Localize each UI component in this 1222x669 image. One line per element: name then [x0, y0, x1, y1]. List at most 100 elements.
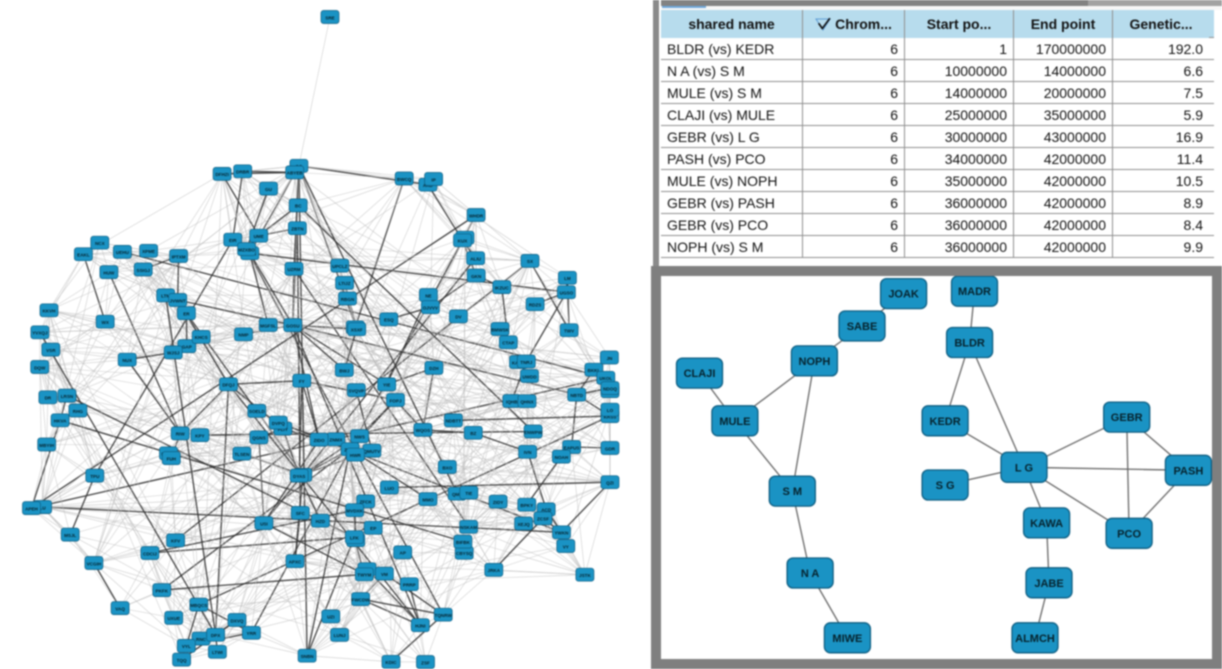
svg-text:VCGIH: VCGIH — [87, 561, 102, 566]
svg-text:NDBTT: NDBTT — [446, 419, 462, 424]
svg-text:EP: EP — [370, 526, 376, 531]
svg-text:ESQ: ESQ — [384, 318, 394, 323]
svg-text:SRE: SRE — [325, 15, 334, 20]
svg-text:APEH: APEH — [25, 506, 38, 511]
svg-text:KAWA: KAWA — [1030, 518, 1063, 530]
svg-text:ZSF: ZSF — [421, 660, 430, 665]
svg-text:YVXQJ: YVXQJ — [32, 331, 48, 336]
svg-text:MBYIH: MBYIH — [39, 443, 54, 448]
svg-text:OJVVV: OJVVV — [423, 306, 439, 311]
svg-text:KPY: KPY — [195, 433, 204, 438]
svg-text:ER: ER — [183, 311, 190, 316]
svg-text:LRSN: LRSN — [61, 394, 74, 399]
svg-text:YIE: YIE — [383, 383, 390, 388]
svg-text:DVPQ: DVPQ — [272, 421, 285, 426]
svg-text:CLAJI: CLAJI — [684, 368, 716, 380]
svg-text:LTWI: LTWI — [212, 650, 223, 655]
svg-text:DZH: DZH — [429, 366, 439, 371]
svg-text:BPKY: BPKY — [520, 503, 533, 508]
svg-text:TPU: TPU — [90, 474, 100, 479]
svg-text:UME: UME — [254, 234, 264, 239]
svg-text:DXVQ: DXVQ — [230, 618, 243, 623]
svg-text:UEHU: UEHU — [116, 250, 130, 255]
svg-text:LO: LO — [607, 408, 614, 413]
svg-text:LUO: LUO — [385, 486, 395, 491]
svg-text:GDR: GDR — [605, 446, 616, 451]
svg-text:PKFK: PKFK — [156, 588, 169, 593]
svg-text:JSTK: JSTK — [579, 573, 591, 578]
svg-text:UWDD: UWDD — [522, 374, 537, 379]
svg-text:GKN: GKN — [471, 274, 482, 279]
svg-text:HUW: HUW — [103, 270, 115, 275]
svg-text:JVWNT: JVWNT — [170, 298, 186, 303]
svg-text:EIR: EIR — [229, 238, 237, 243]
svg-text:MMO: MMO — [422, 497, 434, 502]
svg-text:UZRM: UZRM — [287, 267, 300, 272]
svg-text:KEDR: KEDR — [930, 416, 961, 428]
svg-text:ZIDY: ZIDY — [493, 500, 503, 505]
svg-text:GU: GU — [265, 187, 273, 192]
svg-text:CBYSQ: CBYSQ — [456, 551, 473, 556]
svg-text:JOAK: JOAK — [888, 289, 919, 301]
svg-text:ENWPW: ENWPW — [524, 430, 543, 435]
svg-text:DQW: DQW — [34, 365, 46, 370]
svg-text:GAP: GAP — [182, 344, 192, 349]
svg-text:AP: AP — [400, 551, 406, 556]
svg-text:WQOS: WQOS — [416, 428, 431, 433]
svg-text:XSXF: XSXF — [351, 328, 363, 333]
svg-text:WJSJ: WJSJ — [167, 351, 180, 356]
svg-text:TWV: TWV — [564, 329, 575, 334]
svg-text:GEBR: GEBR — [1111, 412, 1143, 424]
svg-text:VSR: VSR — [46, 348, 56, 353]
svg-text:MGFSL: MGFSL — [260, 323, 276, 328]
svg-text:BMWSK: BMWSK — [491, 327, 510, 332]
svg-text:SX: SX — [527, 259, 534, 264]
svg-text:SVQVP: SVQVP — [348, 388, 364, 393]
svg-text:SSIGJ: SSIGJ — [136, 268, 150, 273]
svg-text:NDOQ: NDOQ — [603, 386, 617, 391]
svg-text:NCX: NCX — [95, 241, 106, 246]
svg-text:N A: N A — [801, 568, 820, 580]
svg-text:CTAP: CTAP — [502, 341, 514, 346]
svg-text:JN: JN — [606, 356, 613, 361]
svg-text:EAPUS: EAPUS — [564, 445, 580, 450]
svg-text:FUH: FUH — [167, 456, 177, 461]
svg-text:SOELD: SOELD — [249, 409, 266, 414]
svg-text:KFV: KFV — [171, 539, 181, 544]
svg-text:XPME: XPME — [142, 249, 155, 254]
svg-text:FY: FY — [299, 379, 305, 384]
svg-text:KKVH: KKVH — [42, 309, 56, 314]
svg-text:KHCS: KHCS — [195, 335, 208, 340]
svg-text:BWCQ: BWCQ — [397, 177, 412, 182]
svg-text:TIE: TIE — [465, 491, 472, 496]
svg-text:PRRP: PRRP — [403, 583, 416, 588]
svg-text:UKOL: UKOL — [599, 376, 612, 381]
svg-text:DR: DR — [45, 396, 52, 401]
svg-text:LFK: LFK — [350, 536, 360, 541]
svg-text:ALIU: ALIU — [470, 257, 481, 262]
svg-text:RNC: RNC — [196, 637, 207, 642]
svg-text:ABYEB: ABYEB — [287, 171, 304, 176]
svg-text:LUNJ: LUNJ — [334, 633, 346, 638]
svg-text:ZNMX: ZNMX — [329, 438, 343, 443]
svg-text:KDIC: KDIC — [385, 660, 397, 665]
svg-text:UXUE: UXUE — [167, 616, 180, 621]
svg-text:TLSEN: TLSEN — [234, 452, 250, 457]
svg-text:RDZS: RDZS — [529, 303, 542, 308]
svg-text:SABE: SABE — [847, 321, 878, 333]
svg-text:BLDR: BLDR — [954, 338, 985, 350]
svg-text:TQNRW: TQNRW — [435, 613, 453, 618]
svg-text:MBQCS: MBQCS — [190, 603, 207, 608]
svg-text:SFC: SFC — [296, 511, 306, 516]
svg-text:BC: BC — [295, 204, 302, 209]
svg-text:FWCDW: FWCDW — [352, 597, 371, 602]
svg-text:JABE: JABE — [1034, 578, 1063, 590]
svg-text:TQQ: TQQ — [177, 658, 187, 663]
svg-text:LM: LM — [564, 276, 571, 281]
svg-text:QZI: QZI — [606, 481, 614, 486]
svg-text:ZBTN: ZBTN — [291, 227, 304, 232]
svg-text:NE: NE — [425, 293, 431, 298]
svg-text:S G: S G — [936, 480, 955, 492]
svg-text:ALMCH: ALMCH — [1015, 633, 1055, 645]
svg-text:ZIDO: ZIDO — [314, 438, 325, 443]
